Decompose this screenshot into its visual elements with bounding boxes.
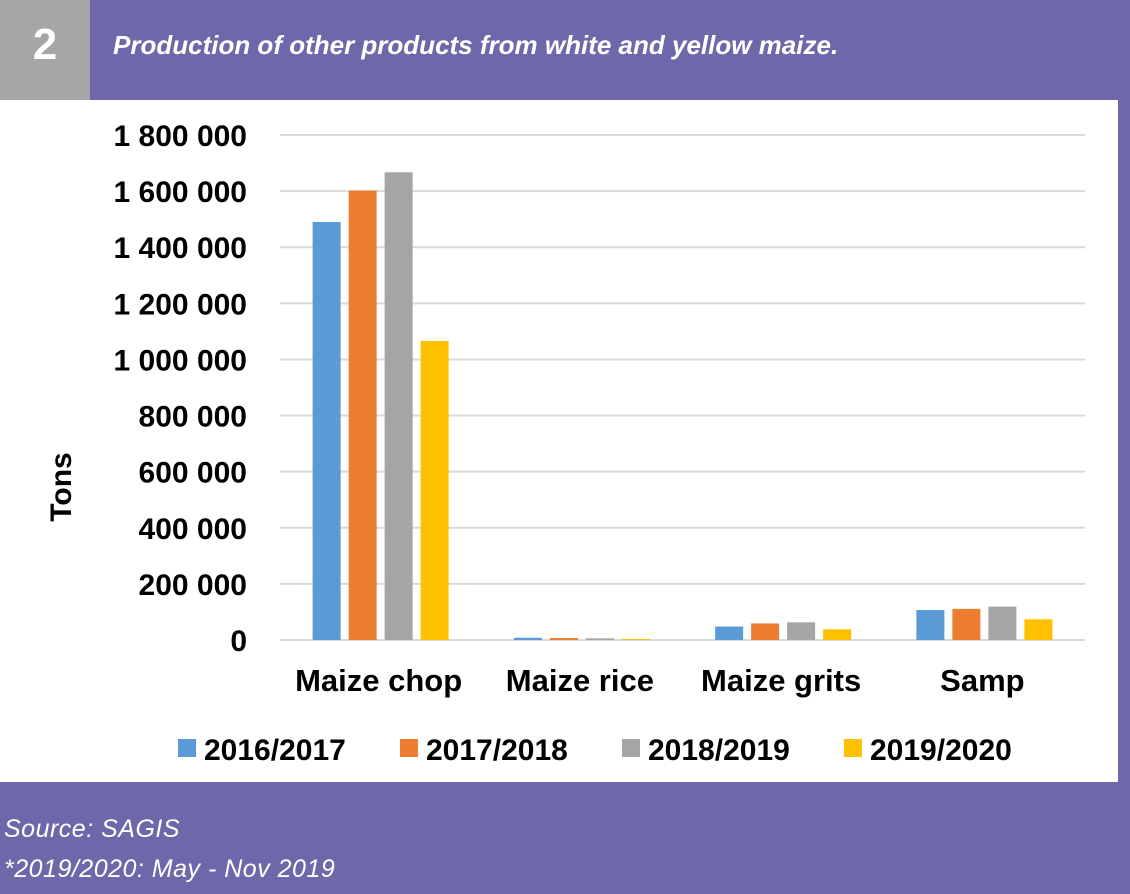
legend-swatch [400, 739, 418, 757]
bar [751, 623, 780, 640]
bar [952, 608, 981, 640]
y-tick-label: 1 400 000 [114, 232, 247, 265]
y-tick-label: 0 [230, 625, 247, 658]
bar [513, 637, 542, 640]
x-category-label: Maize grits [701, 663, 861, 698]
bar [585, 638, 614, 640]
bar [823, 629, 852, 640]
bar [549, 638, 578, 640]
y-tick-label: 1 600 000 [114, 176, 247, 209]
bar [384, 172, 413, 640]
bar [988, 606, 1017, 640]
figure-number: 2 [32, 20, 58, 69]
y-tick-label: 1 000 000 [114, 344, 247, 377]
legend-label: 2017/2018 [426, 734, 568, 767]
y-tick-label: 800 000 [139, 401, 247, 434]
x-category-label: Maize chop [295, 663, 462, 698]
period-note: *2019/2020: May - Nov 2019 [4, 855, 336, 883]
x-category-label: Samp [940, 663, 1024, 698]
y-tick-label: 1 200 000 [114, 288, 247, 321]
bar [787, 622, 816, 640]
bars [312, 172, 1053, 641]
y-tick-label: 400 000 [139, 513, 247, 546]
legend: 2016/2017 2017/2018 2018/2019 2019/2020 [178, 734, 1012, 767]
legend-label: 2016/2017 [204, 734, 346, 767]
y-axis-title: Tons [45, 452, 78, 521]
legend-swatch [178, 739, 196, 757]
x-axis-category-labels: Maize chop Maize rice Maize grits Samp [295, 663, 1025, 698]
bar [621, 639, 650, 640]
y-tick-label: 200 000 [139, 569, 247, 602]
y-tick-label: 600 000 [139, 457, 247, 490]
bar [1024, 619, 1053, 640]
figure-number-box: 2 [0, 0, 90, 100]
bar [420, 340, 449, 640]
legend-swatch [622, 739, 640, 757]
x-category-label: Maize rice [506, 663, 654, 698]
figure-title: Production of other products from white … [113, 30, 839, 60]
bar [715, 626, 744, 640]
header-band: 2 Production of other products from whit… [0, 0, 1130, 100]
gridlines [280, 134, 1085, 641]
legend-swatch [844, 739, 862, 757]
bar [312, 221, 341, 640]
legend-label: 2018/2019 [648, 734, 790, 767]
legend-label: 2019/2020 [870, 734, 1012, 767]
y-axis-tick-labels: 0 200 000 400 000 600 000 800 000 1 000 000 1 … [114, 120, 247, 658]
chart-panel: 0 200 000 400 000 600 000 800 000 1 000 000 1 … [0, 100, 1118, 782]
source-note: Source: SAGIS [4, 815, 181, 843]
bar [916, 609, 945, 640]
y-tick-label: 1 800 000 [114, 120, 247, 153]
bar-chart: 0 200 000 400 000 600 000 800 000 1 000 000 1 … [45, 120, 1085, 767]
bar [348, 190, 377, 641]
